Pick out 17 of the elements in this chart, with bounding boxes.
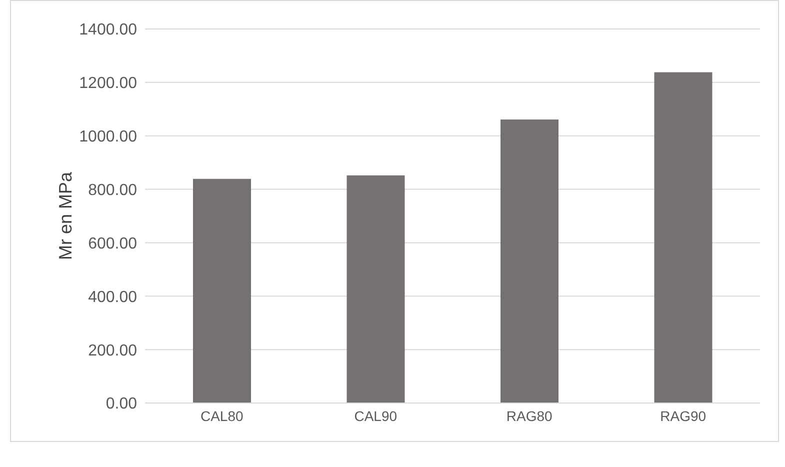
bar xyxy=(346,175,405,403)
y-tick-label: 1000.00 xyxy=(79,128,138,146)
y-tick-label: 1200.00 xyxy=(79,75,138,92)
y-tick-label: 600.00 xyxy=(88,235,138,252)
bar xyxy=(500,120,558,403)
x-tick-label: CAL80 xyxy=(200,408,244,424)
y-tick-label: 0.00 xyxy=(106,396,138,413)
y-tick-label: 1400.00 xyxy=(79,22,138,39)
x-tick-label: RAG80 xyxy=(506,408,553,424)
x-tick-label: CAL90 xyxy=(354,408,398,424)
y-axis-title: Mr en MPa xyxy=(55,171,76,260)
y-tick-label: 400.00 xyxy=(88,288,138,306)
y-tick-label: 200.00 xyxy=(88,342,138,360)
bar xyxy=(654,72,712,403)
bar xyxy=(193,178,251,403)
y-tick-label: 800.00 xyxy=(88,182,138,199)
x-tick-label: RAG90 xyxy=(660,408,706,424)
